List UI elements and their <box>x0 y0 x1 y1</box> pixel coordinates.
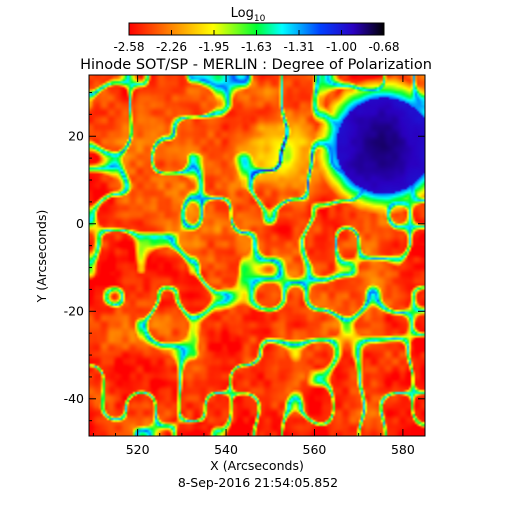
chart-title: Hinode SOT/SP - MERLIN : Degree of Polar… <box>80 57 432 73</box>
y-tick-label: 0 <box>76 216 84 231</box>
timestamp: 8-Sep-2016 21:54:05.852 <box>178 475 338 490</box>
y-tick-label: -40 <box>64 391 84 406</box>
x-axis-ticks: 520 540 560 580 <box>92 75 415 457</box>
colorbar-label-subscript: 10 <box>254 14 266 24</box>
colorbar-tick-label: -1.00 <box>326 40 357 54</box>
y-axis-ticks: -40 -20 0 20 <box>64 92 425 422</box>
y-tick-label: 20 <box>68 128 84 143</box>
colorbar-tick-label: -2.26 <box>156 40 187 54</box>
colorbar-tick-label: -1.63 <box>241 40 272 54</box>
colorbar-ticks: -2.58 -2.26 -1.95 -1.63 -1.31 -1.00 -0.68 <box>113 30 400 54</box>
colorbar-tick-label: -0.68 <box>368 40 399 54</box>
x-tick-label: 540 <box>214 442 238 457</box>
colorbar-label: Log10 <box>231 6 266 24</box>
x-axis-label: X (Arcseconds) <box>210 458 304 473</box>
plot-frame <box>88 74 426 437</box>
plot-area: 520 540 560 580 -40 -20 0 20 <box>64 74 426 457</box>
y-tick-label: -20 <box>64 303 84 318</box>
x-tick-label: 520 <box>126 442 150 457</box>
x-tick-label: 580 <box>391 442 415 457</box>
polarization-heatmap <box>89 75 425 436</box>
colorbar-tick-label: -2.58 <box>113 40 144 54</box>
colorbar: Log10 -2.58 -2.26 -1.95 -1.63 -1.31 -1.00 -0.6… <box>113 6 399 54</box>
colorbar-tick-label: -1.31 <box>283 40 314 54</box>
x-tick-label: 560 <box>303 442 327 457</box>
y-axis-label: Y (Arcseconds) <box>34 210 49 304</box>
colorbar-tick-label: -1.95 <box>198 40 229 54</box>
